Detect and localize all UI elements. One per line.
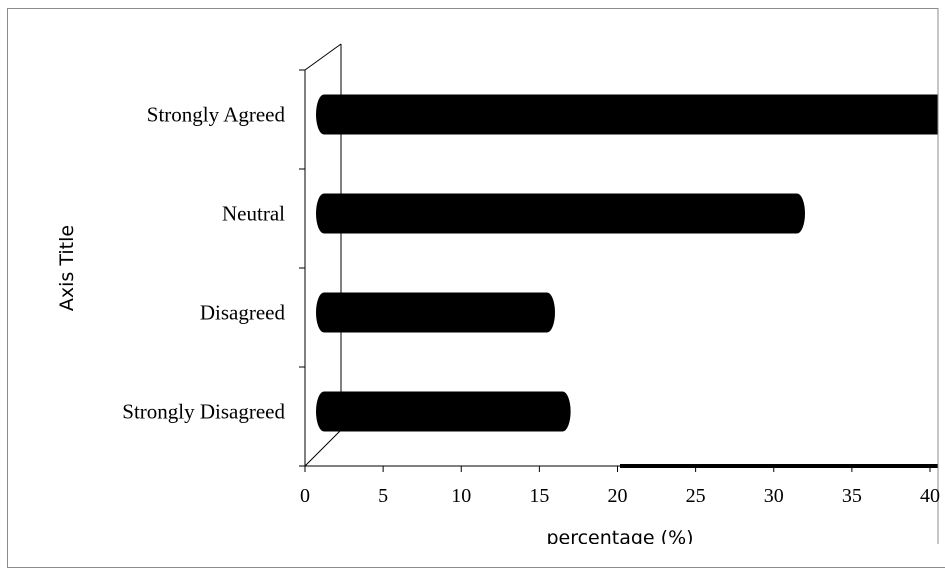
x-axis [304,464,938,472]
category-labels: Strongly Agreed Neutral Disagreed Strongly … [122,103,285,424]
bar [316,193,805,234]
bar-chart: Strongly Agreed Neutral Disagreed Strongly … [56,0,945,544]
x-tick-label: 40 [920,485,940,507]
floor-edge [304,429,342,467]
x-tick-label: 10 [451,485,471,507]
x-tick-label: 0 [300,485,310,507]
bar-left-cap [316,193,332,234]
bars [316,0,945,544]
x-tick-label: 20 [608,485,628,507]
category-label: Disagreed [200,301,286,325]
wall-top-edge [304,43,342,71]
bar-body [324,94,945,135]
bar [316,292,555,333]
category-label: Strongly Agreed [147,103,286,127]
bar-body [324,193,797,234]
bar-right-cap [789,193,805,234]
bar-right-cap [539,292,555,333]
x-axis-title: percentage (%) [546,527,693,544]
x-tick-labels: 0 5 10 15 20 25 30 35 40 [300,485,940,507]
right-clip [938,0,945,544]
y-axis-title: Axis Title [56,225,78,311]
bar-body [324,292,547,333]
y-axis [299,69,306,467]
category-label: Strongly Disagreed [122,400,285,424]
bar-left-cap [316,94,332,135]
bar [316,94,945,135]
x-tick-label: 35 [842,485,862,507]
x-tick-label: 5 [378,485,388,507]
bar-body [324,391,563,432]
x-tick-label: 15 [529,485,549,507]
x-tick-label: 25 [686,485,706,507]
bar-left-cap [316,391,332,432]
bar [316,391,571,432]
category-label: Neutral [222,202,285,226]
bar-left-cap [316,292,332,333]
bar-right-cap [554,391,571,432]
x-tick-label: 30 [764,485,784,507]
